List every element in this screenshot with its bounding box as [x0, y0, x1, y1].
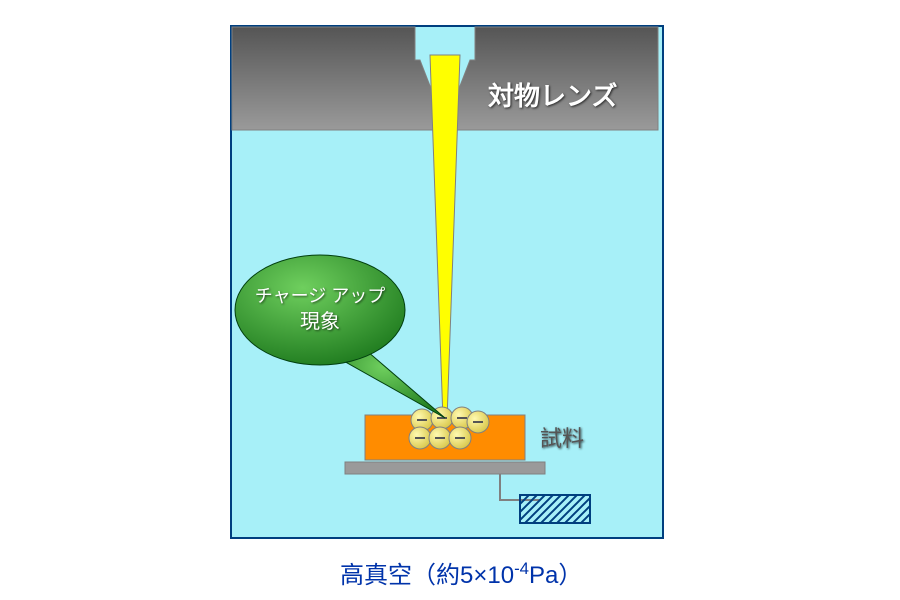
diagram-stage: チャージ アップ 現象 対物レンズ 試料 高真空（約5×10-4Pa） [0, 0, 900, 600]
electron-beam [430, 55, 460, 420]
bubble-text-line1: チャージ アップ [255, 286, 385, 306]
stage-plate [345, 462, 545, 474]
bubble-body [235, 255, 405, 365]
svg-canvas: チャージ アップ 現象 [0, 0, 900, 600]
objective-lens-label: 対物レンズ [488, 76, 617, 113]
objective-lens-left [232, 27, 447, 130]
ground-hatch [520, 495, 590, 523]
caption-exponent: -4 [514, 559, 529, 578]
caption-prefix: 高真空（約5×10 [340, 562, 514, 589]
charge-up-bubble: チャージ アップ 現象 [235, 255, 445, 418]
caption-suffix: Pa） [529, 562, 582, 589]
sample-label: 試料 [540, 421, 584, 453]
vacuum-caption: 高真空（約5×10-4Pa） [340, 555, 582, 590]
bubble-text-line2: 現象 [300, 310, 340, 333]
